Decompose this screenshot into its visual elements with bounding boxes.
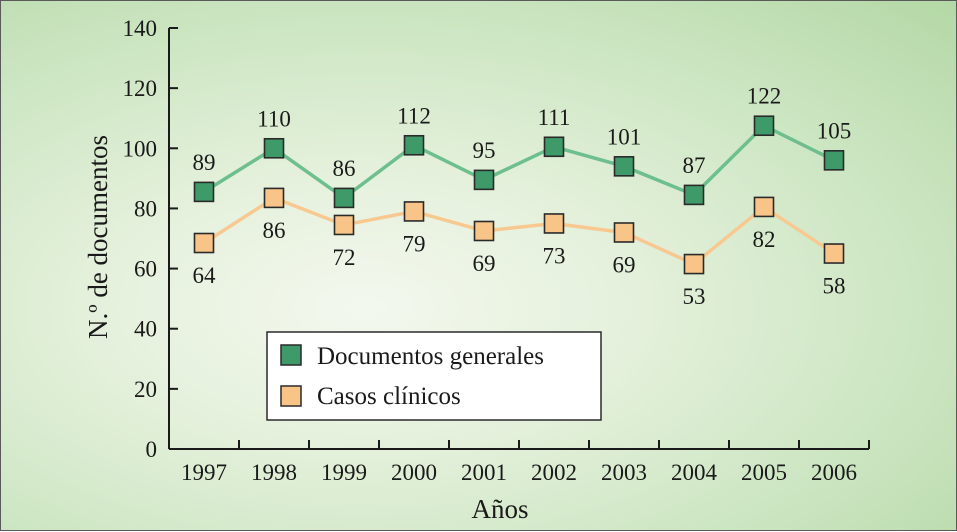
data-value-label: 69 <box>473 251 496 276</box>
data-value-label: 95 <box>473 138 496 163</box>
data-point-marker <box>473 220 495 242</box>
legend-label-documentos-generales: Documentos generales <box>317 343 544 370</box>
y-tick-label: 0 <box>146 437 158 462</box>
data-value-label: 53 <box>683 284 706 309</box>
data-point-marker <box>543 213 565 234</box>
data-value-label: 112 <box>397 103 431 128</box>
y-tick-label: 20 <box>134 377 157 402</box>
legend: Documentos generales Casos clínicos <box>266 331 602 421</box>
x-tick-label: 2004 <box>671 460 718 485</box>
legend-marker-documentos-generales <box>280 344 302 366</box>
x-tick-label: 1999 <box>321 460 367 485</box>
series-line-0 <box>203 123 835 200</box>
x-tick-label: 2006 <box>811 460 857 485</box>
data-value-label: 87 <box>683 153 706 178</box>
data-point-marker <box>193 232 215 254</box>
data-value-label: 86 <box>263 218 286 243</box>
y-tick-label: 80 <box>134 196 157 221</box>
y-tick-label: 100 <box>123 136 158 161</box>
data-point-marker <box>613 156 635 177</box>
y-tick-label: 60 <box>134 257 157 282</box>
x-axis-ticks: 1997 1998 1999 2000 2001 2002 2003 2004 2005 2006 <box>168 440 870 485</box>
data-point-marker <box>753 115 775 137</box>
legend-label-casos-clinicos: Casos clínicos <box>317 383 461 410</box>
data-point-marker <box>823 243 845 264</box>
data-value-label: 89 <box>193 150 216 175</box>
data-value-label: 82 <box>753 227 776 252</box>
data-point-marker <box>683 253 705 275</box>
legend-marker-casos-clinicos <box>280 385 302 407</box>
x-axis-title: Años <box>471 494 528 524</box>
data-value-label: 86 <box>333 156 356 181</box>
x-tick-label: 2002 <box>531 460 577 485</box>
y-tick-label: 40 <box>134 317 157 342</box>
data-value-label: 69 <box>613 252 636 277</box>
data-point-marker <box>753 196 775 218</box>
y-tick-label: 140 <box>123 16 158 41</box>
series-line-1 <box>203 196 835 266</box>
y-axis-ticks: 0 20 40 60 80 100 120 140 <box>123 16 178 462</box>
data-point-marker <box>823 150 845 171</box>
data-point-marker <box>403 134 425 156</box>
x-tick-label: 2005 <box>741 460 787 485</box>
data-value-label: 110 <box>257 106 291 131</box>
data-value-label: 79 <box>403 231 426 256</box>
data-point-marker <box>543 136 565 158</box>
y-axis-title: N.º de documentos <box>83 135 113 339</box>
y-tick-label: 120 <box>123 76 158 101</box>
data-point-marker <box>263 137 285 159</box>
data-point-marker <box>333 187 355 209</box>
x-tick-label: 2000 <box>391 460 437 485</box>
data-point-marker <box>263 187 285 209</box>
data-value-label: 101 <box>607 124 642 149</box>
data-value-label: 105 <box>817 118 852 143</box>
data-value-label: 73 <box>543 243 566 268</box>
series-markers <box>193 115 845 275</box>
data-point-marker <box>613 222 635 243</box>
data-point-marker <box>683 184 705 206</box>
x-tick-label: 1998 <box>251 460 297 485</box>
data-value-label: 122 <box>747 84 782 109</box>
legend-box <box>266 331 602 421</box>
data-value-label: 64 <box>193 263 217 288</box>
data-point-marker <box>403 201 425 222</box>
x-tick-label: 2003 <box>601 460 647 485</box>
data-point-marker <box>333 214 355 236</box>
x-tick-label: 1997 <box>181 460 227 485</box>
data-value-label: 111 <box>538 105 571 130</box>
data-value-label: 72 <box>333 245 356 270</box>
series-lines <box>203 123 835 266</box>
data-labels: 89 110 86 112 95 111 101 87 122 105 64 86 72 79 69 73 69… <box>193 84 852 309</box>
data-point-marker <box>193 181 215 203</box>
x-tick-label: 2001 <box>461 460 507 485</box>
data-point-marker <box>473 169 495 191</box>
data-value-label: 58 <box>823 274 846 299</box>
